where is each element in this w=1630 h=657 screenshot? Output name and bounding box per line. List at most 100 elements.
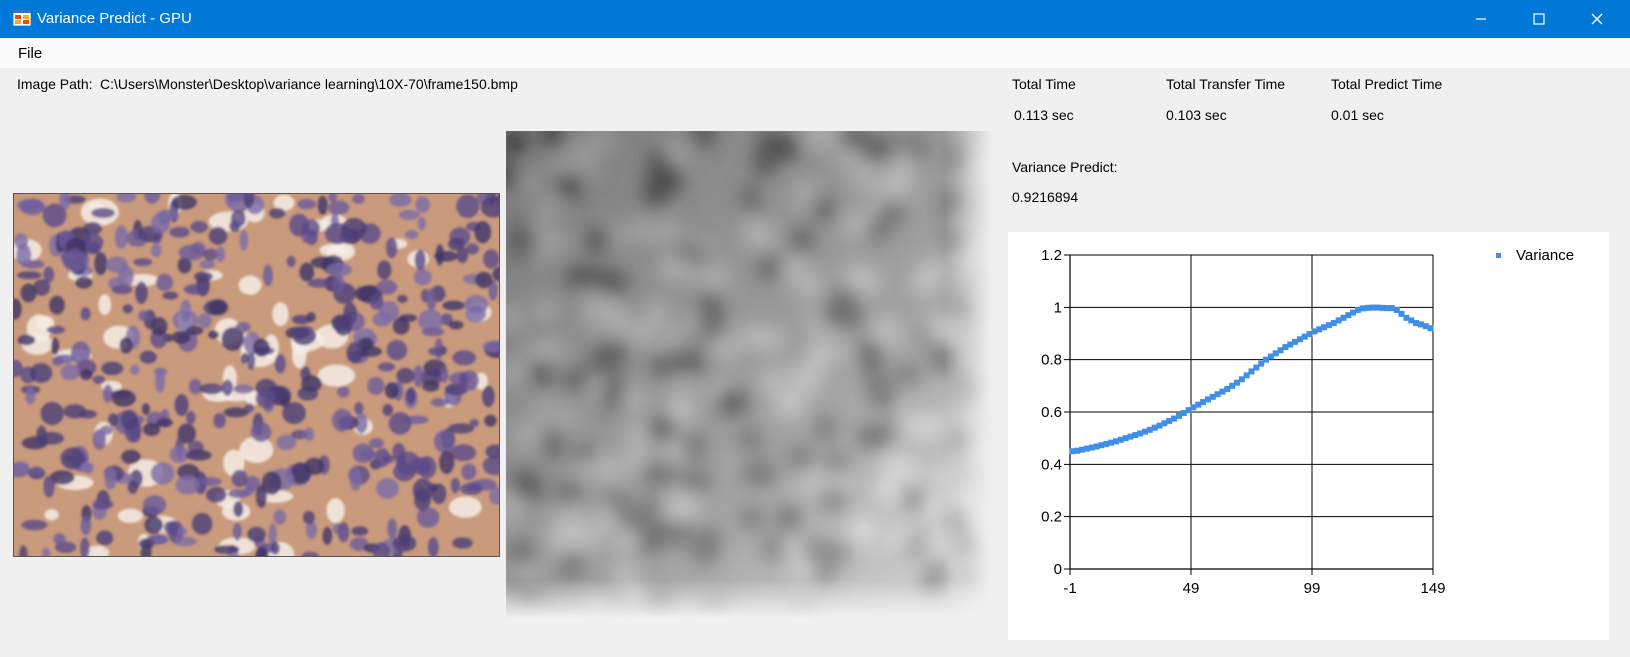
data-point xyxy=(1427,325,1434,332)
variance-chart: 0 0.2 0.4 0.6 0.8 1 1.2 -1 49 99 149 Variance xyxy=(1008,232,1609,640)
data-point xyxy=(1335,317,1342,324)
data-point xyxy=(1069,448,1076,455)
menu-item-file[interactable]: File xyxy=(18,45,43,62)
minimize-icon xyxy=(1476,18,1486,20)
window-title: Variance Predict - GPU xyxy=(37,10,192,27)
y-tick-label: 0.8 xyxy=(1041,352,1062,369)
y-tick-label: 1 xyxy=(1054,299,1062,316)
data-point xyxy=(1185,407,1192,414)
data-point xyxy=(1408,317,1415,324)
y-tick-label: 0.2 xyxy=(1041,509,1062,526)
data-point xyxy=(1253,364,1260,371)
menu-bar: File xyxy=(0,38,1630,68)
data-point xyxy=(1345,312,1352,319)
data-point xyxy=(1301,333,1308,340)
data-point xyxy=(1127,433,1134,440)
total-predict-time-value: 0.01 sec xyxy=(1331,107,1384,123)
total-predict-time-label: Total Predict Time xyxy=(1331,76,1443,92)
total-transfer-time-value: 0.103 sec xyxy=(1166,107,1227,123)
data-point xyxy=(1316,326,1323,333)
data-point xyxy=(1287,341,1294,348)
chart-grid xyxy=(1064,254,1434,575)
data-point xyxy=(1233,379,1240,386)
data-point xyxy=(1093,443,1100,450)
x-tick-label: 149 xyxy=(1420,580,1445,597)
total-transfer-time-label: Total Transfer Time xyxy=(1166,76,1286,92)
data-point xyxy=(1166,417,1173,424)
data-point xyxy=(1175,412,1182,419)
data-point xyxy=(1364,304,1371,311)
data-point xyxy=(1117,436,1124,443)
close-icon xyxy=(1591,13,1603,25)
data-point xyxy=(1083,445,1090,452)
image-path-value: C:\Users\Monster\Desktop\variance learni… xyxy=(100,76,518,92)
data-point xyxy=(1263,356,1270,363)
data-point xyxy=(1388,305,1395,312)
data-point xyxy=(1350,309,1357,316)
y-tick-label: 0.6 xyxy=(1041,404,1062,421)
legend-marker xyxy=(1496,253,1501,258)
data-point xyxy=(1151,424,1158,431)
total-time-label: Total Time xyxy=(1012,76,1076,92)
data-point xyxy=(1204,396,1211,403)
data-point xyxy=(1103,440,1110,447)
app-window-icon xyxy=(13,10,31,26)
data-point xyxy=(1137,430,1144,437)
y-tick-label: 0.4 xyxy=(1041,456,1062,473)
source-image xyxy=(13,193,500,557)
x-tick-label: 99 xyxy=(1304,580,1321,597)
data-point xyxy=(1282,344,1289,351)
data-point xyxy=(1384,305,1391,312)
data-point xyxy=(1277,347,1284,354)
data-point xyxy=(1325,322,1332,329)
data-point xyxy=(1079,446,1086,453)
data-point xyxy=(1422,323,1429,330)
data-point xyxy=(1180,410,1187,417)
data-point xyxy=(1267,353,1274,360)
data-point xyxy=(1190,404,1197,411)
data-point xyxy=(1219,388,1226,395)
data-point xyxy=(1122,435,1129,442)
data-point xyxy=(1098,442,1105,449)
data-point xyxy=(1379,304,1386,311)
data-point xyxy=(1243,372,1250,379)
minimize-button[interactable] xyxy=(1452,0,1510,38)
y-tick-label: 0 xyxy=(1054,561,1062,578)
title-bar: Variance Predict - GPU xyxy=(0,0,1630,38)
data-point xyxy=(1258,360,1265,367)
data-point xyxy=(1224,385,1231,392)
data-point xyxy=(1156,422,1163,429)
data-point xyxy=(1272,350,1279,357)
data-point xyxy=(1403,314,1410,321)
data-point xyxy=(1146,426,1153,433)
data-point xyxy=(1200,399,1207,406)
data-point xyxy=(1161,420,1168,427)
x-tick-label: -1 xyxy=(1063,580,1076,597)
data-point xyxy=(1398,310,1405,317)
data-point xyxy=(1171,415,1178,422)
data-point xyxy=(1393,306,1400,313)
data-point xyxy=(1417,321,1424,328)
data-point xyxy=(1354,306,1361,313)
variance-predict-value: 0.9216894 xyxy=(1012,189,1079,205)
data-point xyxy=(1311,328,1318,335)
data-point xyxy=(1340,314,1347,321)
maximize-button[interactable] xyxy=(1510,0,1568,38)
data-point xyxy=(1074,447,1081,454)
x-tick-label: 49 xyxy=(1183,580,1200,597)
data-point xyxy=(1330,320,1337,327)
series-variance xyxy=(1069,304,1434,455)
data-point xyxy=(1209,393,1216,400)
legend-label: Variance xyxy=(1516,247,1574,264)
data-point xyxy=(1195,401,1202,408)
data-point xyxy=(1413,320,1420,327)
data-point xyxy=(1088,444,1095,451)
data-point xyxy=(1369,304,1376,311)
data-point xyxy=(1238,376,1245,383)
y-tick-label: 1.2 xyxy=(1041,247,1062,264)
close-button[interactable] xyxy=(1568,0,1626,38)
data-point xyxy=(1359,305,1366,312)
data-point xyxy=(1248,368,1255,375)
variance-map-image xyxy=(506,131,993,618)
data-point xyxy=(1296,336,1303,343)
